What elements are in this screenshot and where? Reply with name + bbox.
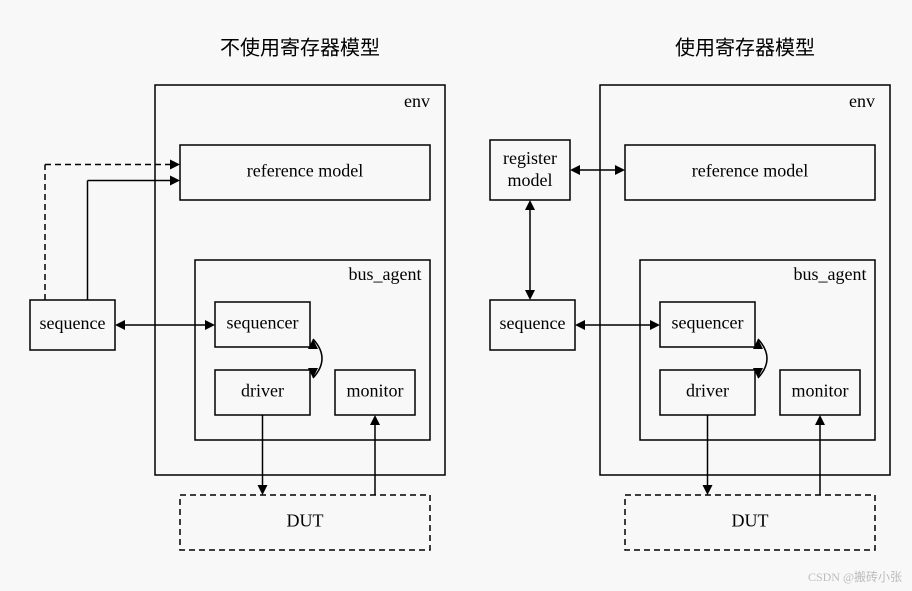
arrow-head <box>575 320 585 330</box>
arrow-head <box>815 415 825 425</box>
dut-label: DUT <box>287 511 324 531</box>
monitor-label: monitor <box>347 381 404 401</box>
arrow-head <box>570 165 580 175</box>
sequencer-label-r: sequencer <box>672 313 744 333</box>
env-label-r: env <box>849 91 875 111</box>
arrow-head <box>170 160 180 170</box>
driver-label: driver <box>241 381 284 401</box>
monitor-label-r: monitor <box>792 381 849 401</box>
title-left: 不使用寄存器模型 <box>220 37 380 60</box>
sequence-label-r: sequence <box>500 313 566 333</box>
arrow-head <box>258 485 268 495</box>
sequencer-label: sequencer <box>227 313 299 333</box>
arrow-head <box>205 320 215 330</box>
bus-agent-box-r <box>640 260 875 440</box>
driver-label-r: driver <box>686 381 729 401</box>
register-model-label-2: model <box>508 170 553 190</box>
arrow-head <box>615 165 625 175</box>
arrow-head <box>650 320 660 330</box>
env-label: env <box>404 91 430 111</box>
arrow-head <box>525 290 535 300</box>
reference-model-label: reference model <box>247 161 363 181</box>
watermark: CSDN @搬砖小张 <box>808 569 902 584</box>
arrow-head <box>525 200 535 210</box>
bus-agent-label: bus_agent <box>349 264 422 284</box>
reference-model-label-r: reference model <box>692 161 808 181</box>
arrow-head <box>370 415 380 425</box>
title-right: 使用寄存器模型 <box>675 37 815 60</box>
arrow-head <box>115 320 125 330</box>
sequence-label: sequence <box>40 313 106 333</box>
arrow-head <box>703 485 713 495</box>
dut-label-r: DUT <box>732 511 769 531</box>
arrow-head <box>170 176 180 186</box>
register-model-label-1: register <box>503 148 557 168</box>
bus-agent-label-r: bus_agent <box>794 264 867 284</box>
bus-agent-box <box>195 260 430 440</box>
